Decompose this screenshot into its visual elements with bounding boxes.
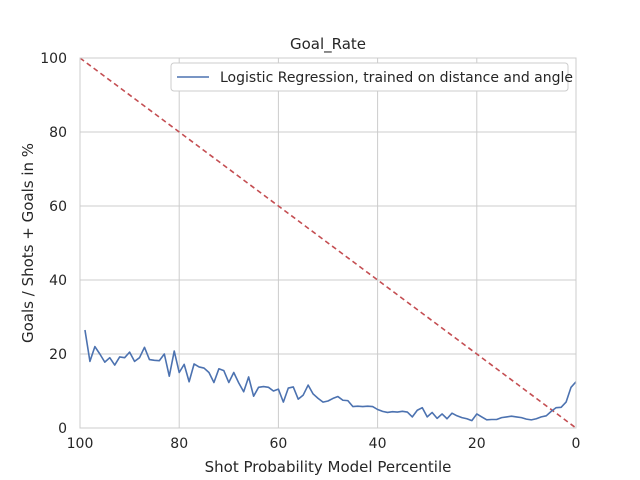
y-tick-label: 80 (49, 125, 67, 141)
series-line-logistic-regression (84, 329, 577, 422)
y-tick-label: 60 (49, 199, 67, 215)
y-tick-label: 20 (49, 347, 67, 363)
x-tick-label: 40 (369, 436, 387, 452)
plot-frame (79, 57, 577, 429)
x-tick-label: 20 (468, 436, 486, 452)
x-tick-label: 60 (269, 436, 287, 452)
x-tick-label: 100 (67, 436, 94, 452)
reference-diagonal-line (79, 57, 577, 429)
x-tick-label: 0 (572, 436, 581, 452)
y-tick-label: 40 (49, 273, 67, 289)
chart-title: Goal_Rate (290, 35, 366, 54)
grid-lines (79, 57, 577, 429)
y-tick-labels: 0 20 40 60 80 100 (40, 51, 67, 437)
legend-box (170, 62, 569, 92)
legend: Logistic Regression, trained on distance… (170, 62, 573, 92)
y-tick-label: 100 (40, 51, 67, 67)
y-axis-label: Goals / Shots + Goals in % (19, 143, 37, 343)
x-tick-label: 80 (170, 436, 188, 452)
x-axis-label: Shot Probability Model Percentile (205, 458, 452, 476)
x-tick-labels: 100 80 60 40 20 0 (67, 436, 581, 452)
legend-label-logistic-regression: Logistic Regression, trained on distance… (220, 70, 573, 86)
y-tick-label: 0 (58, 421, 67, 437)
